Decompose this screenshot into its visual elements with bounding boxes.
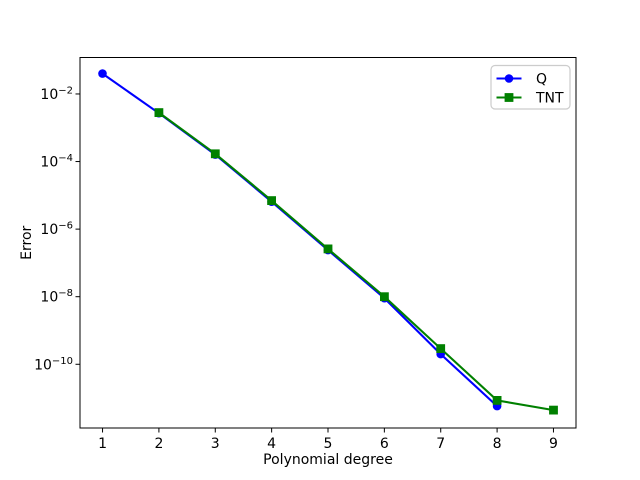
data-series (98, 69, 558, 415)
marker-square-tnt (210, 149, 220, 159)
marker-square-tnt (436, 344, 446, 353)
x-tick-label: 6 (380, 436, 389, 452)
series-line-tnt (158, 111, 554, 412)
y-tick-label: 10−4 (40, 153, 73, 171)
x-tick-label: 5 (324, 436, 333, 452)
plot-frame (79, 57, 577, 429)
marker-square-tnt (492, 396, 502, 405)
marker-circle-q (98, 69, 107, 78)
y-tick-label: 10−10 (34, 356, 73, 374)
marker-square-tnt (154, 108, 164, 117)
legend-marker-square (504, 93, 514, 102)
y-tick-label: 10−6 (40, 221, 73, 239)
marker-square-tnt (323, 244, 333, 254)
marker-square-tnt (380, 292, 389, 302)
legend-marker-circle (504, 74, 514, 83)
marker-square-tnt (549, 405, 558, 415)
x-tick-label: 3 (211, 436, 220, 452)
x-axis: 1 2 3 4 5 6 7 8 9 (98, 428, 558, 452)
x-tick-label: 2 (154, 436, 163, 452)
marker-square-tnt (267, 196, 276, 205)
legend: Q TNT (490, 64, 571, 110)
plot-border (79, 57, 577, 429)
y-axis-label: Error (19, 225, 35, 259)
x-tick-label: 8 (493, 436, 502, 452)
x-tick-label: 1 (98, 436, 107, 452)
x-tick-label: 4 (267, 436, 276, 452)
x-tick-label: 9 (549, 436, 558, 452)
legend-label: TNT (535, 91, 564, 107)
x-axis-label: Polynomial degree (263, 452, 393, 468)
legend-label: Q (536, 72, 547, 88)
y-axis: 10−2 10−4 10−6 10−8 10−10 (34, 85, 80, 373)
y-tick-label: 10−8 (40, 288, 73, 306)
x-tick-label: 7 (436, 436, 445, 452)
y-tick-label: 10−2 (40, 85, 73, 103)
